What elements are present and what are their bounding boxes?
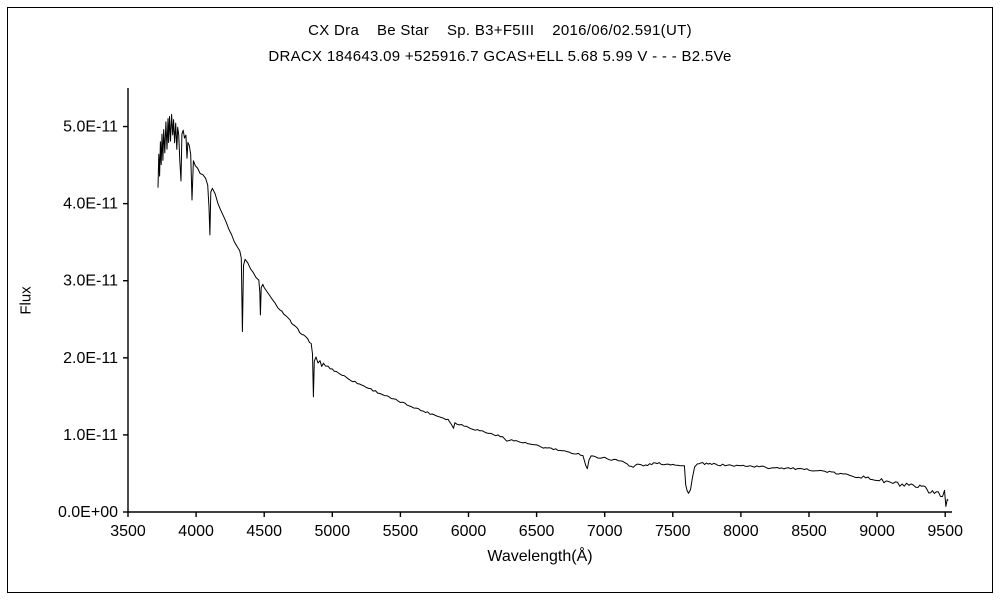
x-tick-label: 8500 [791, 523, 827, 540]
x-tick-label: 5000 [315, 523, 351, 540]
y-tick-label: 1.0E-11 [63, 427, 118, 444]
x-axis-label: Wavelength(Å) [487, 548, 593, 565]
y-tick-label: 4.0E-11 [63, 196, 118, 213]
chart-subtitle: DRACX 184643.09 +525916.7 GCAS+ELL 5.68 … [268, 48, 732, 65]
x-tick-label: 5500 [383, 523, 419, 540]
x-tick-label: 6500 [519, 523, 555, 540]
y-tick-label: 3.0E-11 [63, 273, 118, 290]
y-tick-label: 2.0E-11 [63, 350, 118, 367]
x-tick-label: 7000 [587, 523, 623, 540]
x-tick-label: 4500 [246, 523, 282, 540]
x-tick-label: 3500 [110, 523, 146, 540]
x-tick-label: 8000 [723, 523, 759, 540]
axes-lines [127, 88, 952, 513]
x-tick-label: 7500 [655, 523, 691, 540]
x-tick-label: 9500 [927, 523, 963, 540]
y-tick-label: 0.0E+00 [58, 504, 118, 521]
x-tick-label: 9000 [859, 523, 895, 540]
spectrum-trace [157, 113, 949, 507]
chart-title: CX Dra Be Star Sp. B3+F5III 2016/06/02.5… [308, 22, 692, 39]
y-tick-label: 5.0E-11 [63, 119, 118, 136]
x-tick-label: 6000 [451, 523, 487, 540]
x-tick-label: 4000 [178, 523, 214, 540]
y-axis-label: Flux [17, 286, 35, 315]
